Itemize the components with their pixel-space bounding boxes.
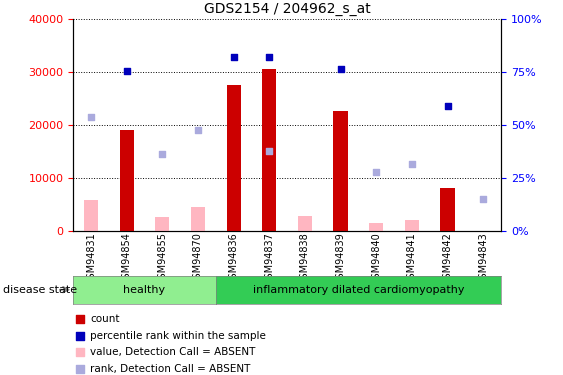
Point [75,349,84,355]
Point [75,333,84,339]
Text: healthy: healthy [123,285,166,295]
Text: count: count [90,314,120,324]
Bar [155,217,169,231]
Text: rank, Detection Call = ABSENT: rank, Detection Call = ABSENT [90,364,251,374]
Point [265,54,274,60]
Bar [440,188,455,231]
Point [194,127,203,133]
Bar [191,207,205,231]
Point [158,151,167,157]
Text: percentile rank within the sample: percentile rank within the sample [90,330,266,340]
Point [87,114,96,120]
Bar [84,200,98,231]
Point [122,68,131,74]
Bar [369,223,383,231]
Bar [226,85,241,231]
Point [265,148,274,154]
Point [408,161,417,167]
Bar [298,216,312,231]
Bar [333,111,348,231]
Point [443,103,452,109]
Point [75,316,84,322]
Point [479,196,488,202]
Point [75,366,84,372]
Bar [119,130,134,231]
Bar [262,69,276,231]
Text: inflammatory dilated cardiomyopathy: inflammatory dilated cardiomyopathy [253,285,464,295]
Point [229,54,238,60]
Text: disease state: disease state [3,285,77,295]
Bar [405,220,419,231]
Text: value, Detection Call = ABSENT: value, Detection Call = ABSENT [90,347,256,357]
Point [336,66,345,72]
Point [372,170,381,176]
Title: GDS2154 / 204962_s_at: GDS2154 / 204962_s_at [204,2,370,16]
